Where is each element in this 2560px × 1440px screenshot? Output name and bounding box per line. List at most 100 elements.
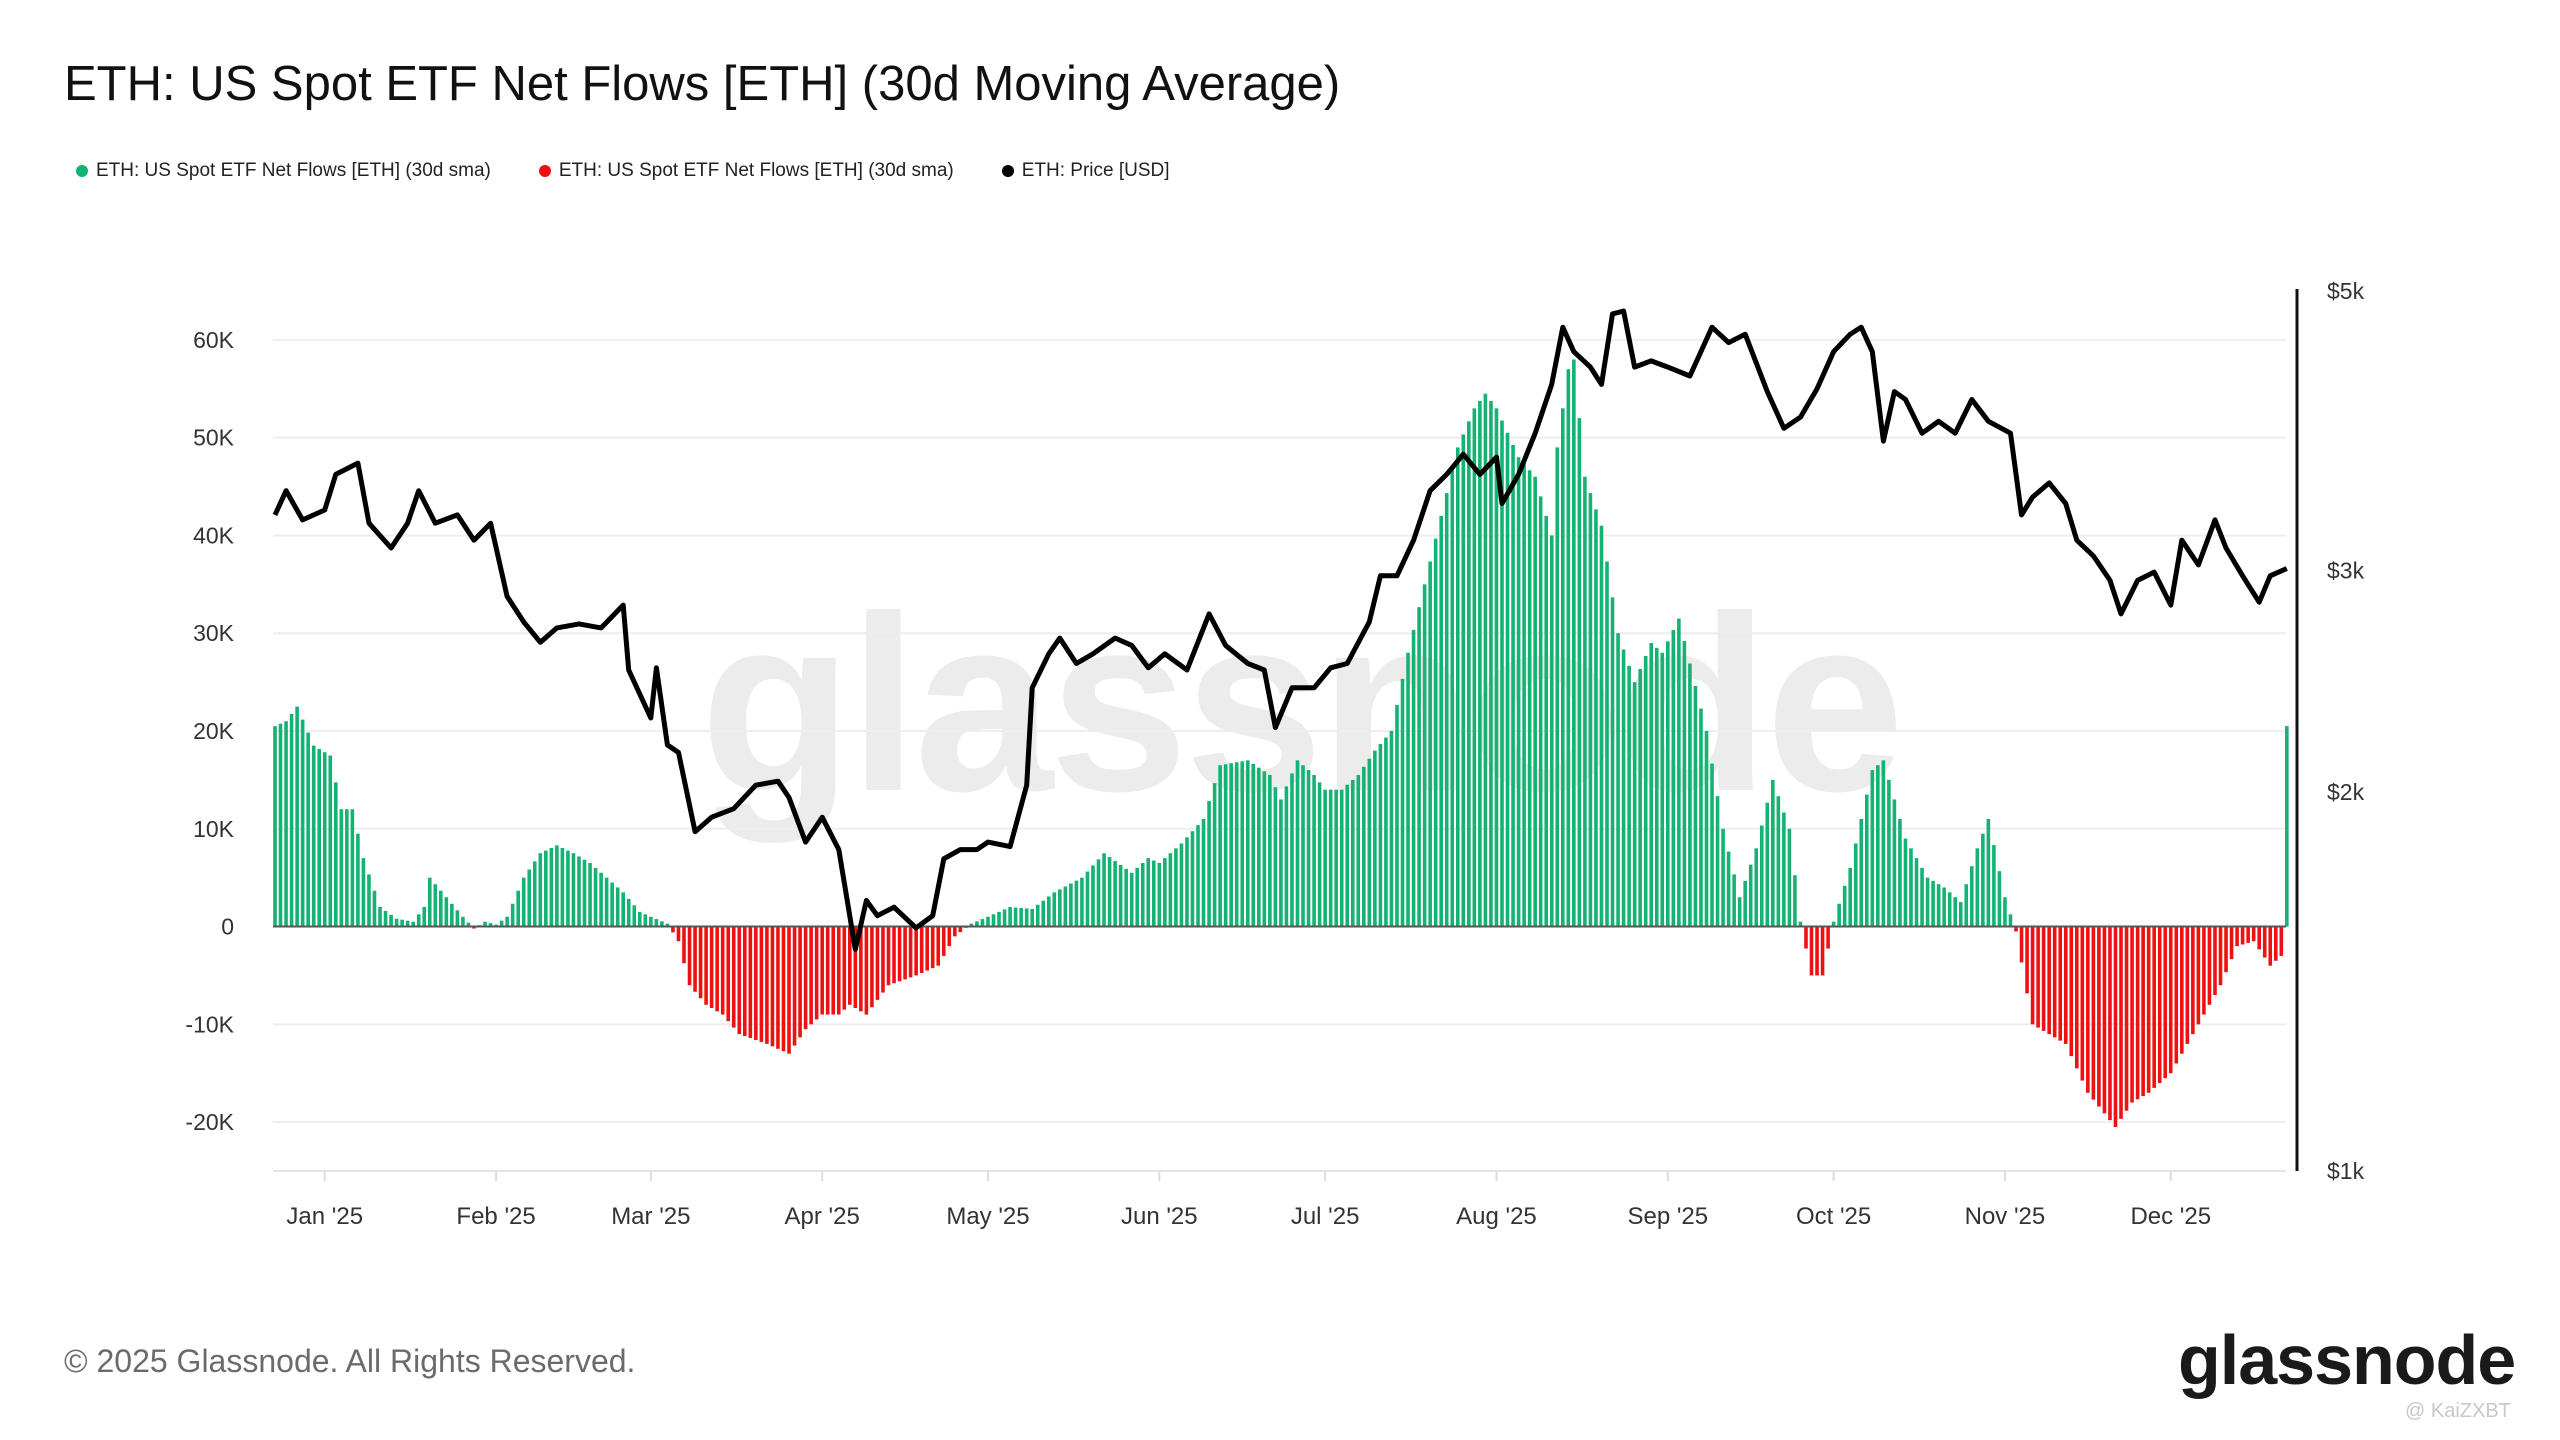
inflow-bar <box>1240 761 1245 927</box>
inflow-bar <box>1124 868 1128 927</box>
inflow-bar <box>295 706 299 927</box>
inflow-bar <box>2285 726 2289 927</box>
outflow-bar <box>2124 926 2129 1111</box>
outflow-bar <box>919 926 924 973</box>
inflow-bar <box>1837 903 1841 927</box>
inflow-bar <box>1516 457 1521 927</box>
outflow-bar <box>2041 926 2046 1031</box>
inflow-bar <box>1737 897 1742 927</box>
inflow-bar <box>560 848 565 927</box>
legend-item-inflows[interactable]: ETH: US Spot ETF Net Flows [ETH] (30d sm… <box>76 160 491 182</box>
inflow-bar <box>1588 493 1593 927</box>
inflow-bar <box>1107 857 1112 927</box>
inflow-bar <box>549 848 554 927</box>
inflow-bar <box>1378 744 1383 927</box>
inflow-bar <box>1030 908 1034 927</box>
outflow-bar <box>881 926 885 993</box>
inflow-bar <box>1583 476 1587 927</box>
outflow-bar <box>2047 926 2051 1035</box>
inflow-bar <box>582 859 587 927</box>
inflow-bar <box>1174 848 1178 927</box>
inflow-bar <box>1113 861 1117 927</box>
outflow-bar <box>836 926 841 1015</box>
y-right-tick-label: $2k <box>2327 779 2365 805</box>
outflow-bar <box>2157 926 2162 1083</box>
inflow-bar <box>1787 828 1792 927</box>
inflow-bar <box>1444 493 1449 927</box>
inflow-bar <box>1566 369 1571 927</box>
inflow-bar <box>1511 445 1515 927</box>
inflow-bar <box>1279 799 1283 927</box>
inflow-bar <box>1931 880 1935 927</box>
outflow-bar <box>2168 926 2173 1074</box>
legend-item-price[interactable]: ETH: Price [USD] <box>1001 160 1170 182</box>
outflow-bar <box>2235 926 2239 947</box>
inflow-bar <box>1201 819 1206 927</box>
inflow-bar <box>1632 682 1637 927</box>
inflow-bar <box>1726 851 1731 927</box>
inflow-bar <box>1273 787 1278 927</box>
inflow-bar <box>322 752 327 927</box>
y-left-tick-label: 50K <box>193 425 235 451</box>
outflow-bar <box>2224 926 2228 973</box>
inflow-bar <box>1649 643 1654 927</box>
inflow-bar <box>505 916 509 927</box>
inflow-bar <box>1643 656 1648 927</box>
outflow-bar <box>776 926 780 1049</box>
inflow-bar <box>1909 848 1913 927</box>
outflow-bar <box>687 926 692 986</box>
inflow-bar <box>566 850 570 927</box>
inflow-bar <box>1362 766 1366 927</box>
inflow-bar <box>1947 892 1952 927</box>
outflow-bar <box>809 926 813 1025</box>
inflow-bar <box>1328 789 1333 927</box>
inflow-bar <box>1185 837 1189 927</box>
inflow-bar <box>1367 758 1372 927</box>
inflow-bar <box>1373 750 1377 927</box>
inflow-bar <box>1301 765 1305 927</box>
inflow-bar <box>273 726 277 927</box>
outflow-bar <box>704 926 708 1005</box>
outflow-bar <box>698 926 703 999</box>
inflow-bar <box>1887 779 1891 927</box>
inflow-bar <box>1455 447 1460 927</box>
inflow-bar <box>593 867 598 927</box>
inflow-bar <box>1688 663 1692 927</box>
inflow-bar <box>1118 864 1123 927</box>
inflow-bar <box>969 923 974 927</box>
y-left-tick-label: -20K <box>185 1109 234 1135</box>
inflow-bar <box>1400 678 1405 927</box>
inflow-bar <box>1704 731 1709 927</box>
inflow-bar <box>1793 875 1797 927</box>
outflow-bar <box>2113 926 2118 1127</box>
inflow-bar <box>1732 874 1736 927</box>
inflow-bar <box>455 910 460 927</box>
inflow-bar <box>1339 789 1344 927</box>
inflow-bar <box>1295 760 1300 927</box>
x-tick-label: Oct '25 <box>1796 1203 1871 1230</box>
outflow-bar <box>2257 926 2261 950</box>
inflow-bar <box>1936 884 1941 927</box>
outflow-bar <box>759 926 764 1042</box>
inflow-bar <box>1129 872 1134 927</box>
outflow-bar <box>925 926 929 971</box>
inflow-bar <box>1334 789 1338 927</box>
inflow-bar <box>1992 845 1996 927</box>
inflow-bar <box>1422 584 1427 927</box>
inflow-bar <box>1610 597 1615 927</box>
outflow-bar <box>2163 926 2168 1079</box>
x-tick-label: Mar '25 <box>611 1203 690 1230</box>
inflow-bar <box>649 916 653 927</box>
legend-item-outflows[interactable]: ETH: US Spot ETF Net Flows [ETH] (30d sm… <box>538 160 954 182</box>
inflow-bar <box>1063 886 1068 927</box>
inflow-bar <box>1859 819 1864 927</box>
inflow-bar <box>350 809 355 927</box>
outflow-bar <box>2213 926 2217 995</box>
inflow-bar <box>1776 796 1781 927</box>
inflow-bar <box>422 907 427 927</box>
y-left-tick-label: 10K <box>193 816 235 842</box>
outflow-bar <box>1820 926 1825 976</box>
outflow-bar <box>875 926 880 1000</box>
outflow-bar <box>2135 926 2140 1100</box>
inflow-bar <box>1207 801 1211 927</box>
